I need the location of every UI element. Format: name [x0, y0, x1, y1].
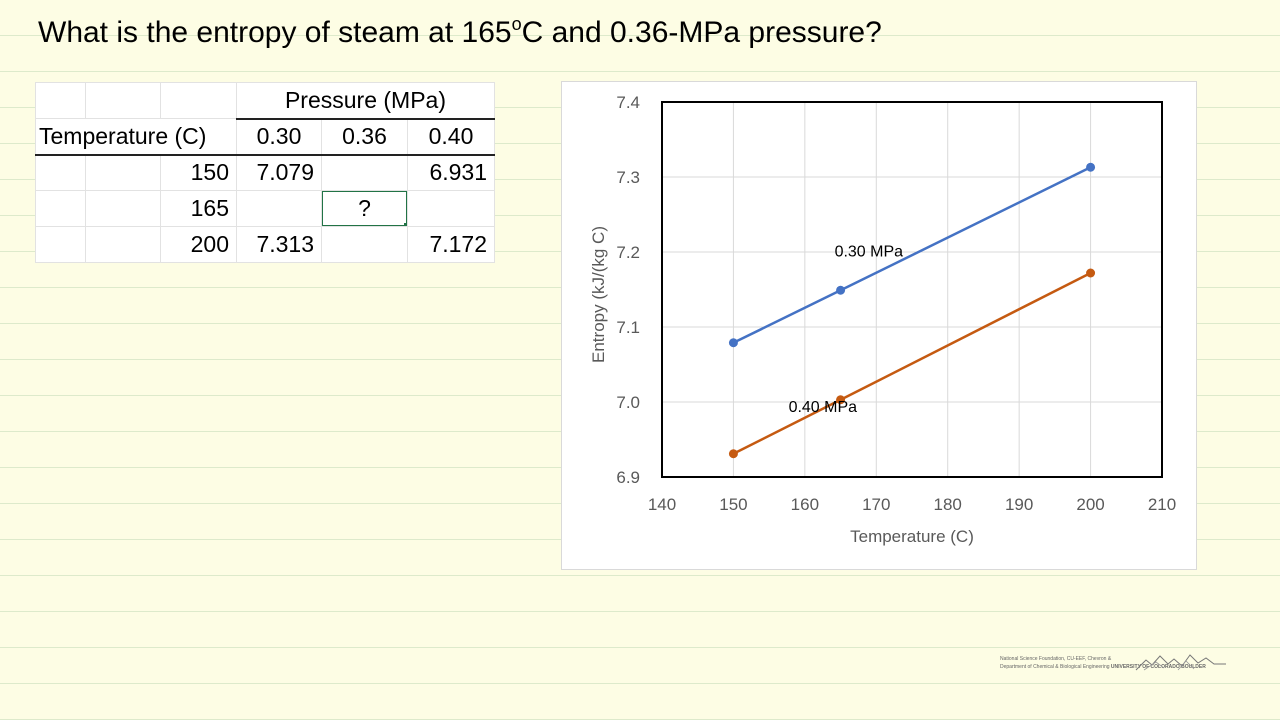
temperature-cell[interactable]: 150: [160, 154, 237, 191]
plot-area-border: [661, 101, 1163, 478]
y-tick-label: 7.2: [616, 243, 640, 262]
x-tick-label: 180: [934, 495, 962, 514]
data-point: [1086, 162, 1096, 172]
x-tick-label: 160: [791, 495, 819, 514]
pressure-col-2[interactable]: 0.40: [407, 118, 495, 156]
x-tick-label: 150: [719, 495, 747, 514]
series-label: 0.30 MPa: [835, 243, 904, 260]
entropy-cell[interactable]: [321, 226, 408, 263]
x-tick-label: 190: [1005, 495, 1033, 514]
table-cell[interactable]: [85, 190, 161, 227]
table-cell[interactable]: [85, 154, 161, 191]
mountain-logo-icon: [1135, 654, 1226, 671]
entropy-cell[interactable]: 7.313: [236, 226, 322, 263]
x-tick-label: 170: [862, 495, 890, 514]
pressure-col-1[interactable]: 0.36: [321, 118, 408, 156]
table-cell[interactable]: [85, 82, 161, 119]
question-suffix: C and 0.36-MPa pressure?: [521, 16, 882, 49]
degree-symbol: o: [511, 14, 522, 34]
y-tick-label: 7.1: [616, 318, 640, 337]
table-cell[interactable]: [35, 82, 86, 119]
entropy-cell[interactable]: 7.079: [236, 154, 322, 191]
table-cell[interactable]: [85, 226, 161, 263]
question-prefix: What is the entropy of steam at 165: [38, 16, 512, 49]
entropy-chart[interactable]: 140 150 160 170 180 190 200 210 6.9 7.0 7.1 7.2 7.3 7…: [561, 81, 1197, 570]
table-cell[interactable]: [35, 154, 86, 191]
temperature-cell[interactable]: 165: [160, 190, 237, 227]
entropy-cell[interactable]: 7.172: [407, 226, 495, 263]
x-axis-title: Temperature (C): [850, 527, 974, 546]
question-title: What is the entropy of steam at 165oC an…: [38, 14, 882, 50]
series-line: [732, 166, 1092, 344]
table-cell[interactable]: [160, 82, 237, 119]
pressure-header[interactable]: Pressure (MPa): [236, 82, 495, 120]
footer-credit: National Science Foundation, CU-EEF, Che…: [1000, 655, 1240, 671]
credit-line-1: National Science Foundation, CU-EEF, Che…: [1000, 656, 1112, 662]
x-tick-label: 210: [1148, 495, 1176, 514]
selected-unknown-cell[interactable]: ?: [321, 190, 408, 227]
y-tick-label: 7.4: [616, 93, 640, 112]
table-row: 165 ?: [35, 190, 495, 227]
data-point: [728, 338, 738, 348]
y-tick-label: 7.3: [616, 168, 640, 187]
table-cell[interactable]: [35, 226, 86, 263]
y-tick-label: 6.9: [616, 468, 640, 487]
data-point: [836, 395, 846, 405]
temperature-header[interactable]: Temperature (C): [35, 118, 237, 156]
entropy-cell[interactable]: [321, 154, 408, 191]
series-label: 0.40 MPa: [789, 399, 858, 416]
table-subheader-row: Temperature (C) 0.30 0.36 0.40: [35, 118, 495, 156]
credit-line-2: Department of Chemical & Biological Engi…: [1000, 664, 1110, 670]
university-name: UNIVERSITY OF COLORADO BOULDER: [1110, 664, 1206, 670]
data-point: [836, 285, 846, 295]
x-tick-label: 140: [648, 495, 676, 514]
temperature-cell[interactable]: 200: [160, 226, 237, 263]
chart-canvas: 140 150 160 170 180 190 200 210 6.9 7.0 7.1 7.2 7.3 7…: [589, 93, 1176, 546]
steam-entropy-table: Pressure (MPa) Temperature (C) 0.30 0.36…: [35, 82, 495, 263]
x-tick-label: 200: [1076, 495, 1104, 514]
data-point: [1086, 268, 1096, 278]
table-row: 200 7.313 7.172: [35, 226, 495, 263]
table-cell[interactable]: [35, 190, 86, 227]
entropy-cell[interactable]: [236, 190, 322, 227]
data-point: [728, 449, 738, 459]
entropy-cell[interactable]: [407, 190, 495, 227]
table-header-row: Pressure (MPa): [35, 82, 495, 120]
table-row: 150 7.079 6.931: [35, 154, 495, 191]
series-line: [732, 271, 1092, 455]
y-axis-title: Entropy (kJ/(kg C): [589, 226, 608, 363]
y-tick-label: 7.0: [616, 393, 640, 412]
pressure-col-0[interactable]: 0.30: [236, 118, 322, 156]
entropy-cell[interactable]: 6.931: [407, 154, 495, 191]
